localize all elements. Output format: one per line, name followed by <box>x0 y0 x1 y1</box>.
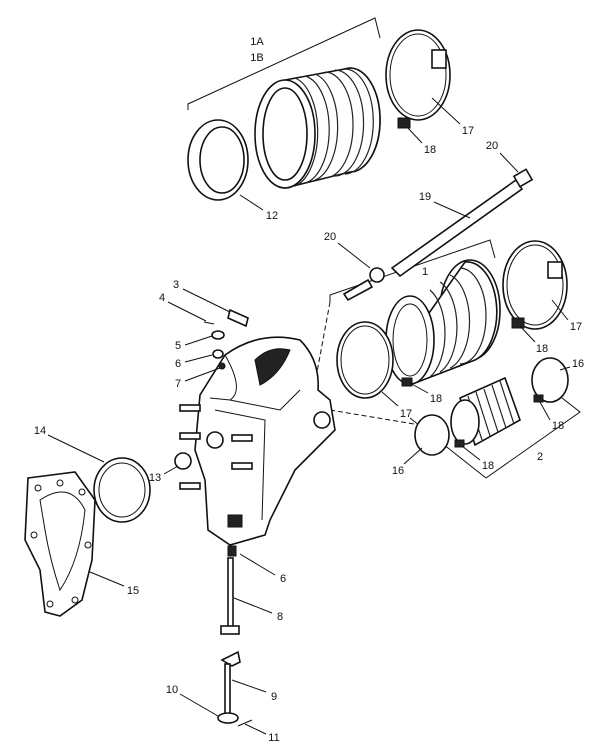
callout-label: 18 <box>424 144 436 156</box>
callout-label: 6 <box>280 573 286 585</box>
callout-label: 1A <box>250 36 264 48</box>
callout-label: 1B <box>250 52 263 64</box>
callout-label: 18 <box>552 420 564 432</box>
callout-label: 20 <box>324 231 336 243</box>
callout-label: 4 <box>159 292 165 304</box>
callout-label: 8 <box>277 611 283 623</box>
callout-label: 7 <box>175 378 181 390</box>
callout-label: 5 <box>175 340 181 352</box>
callout-label: 1 <box>422 266 428 278</box>
callout-label: 16 <box>392 465 404 477</box>
artwork <box>24 17 581 727</box>
callout-label: 18 <box>482 460 494 472</box>
callout-label: 18 <box>536 343 548 355</box>
callout-label: 15 <box>127 585 139 597</box>
callout-label: 2 <box>537 451 543 463</box>
callout-label: 11 <box>268 732 279 744</box>
callout-label: 17 <box>570 321 582 333</box>
callout-label: 3 <box>173 279 179 291</box>
callout-label: 17 <box>462 125 474 137</box>
callout-labels: 1A 1B 17 18 20 19 12 20 1 17 3 4 5 6 7 1… <box>34 36 584 744</box>
callout-label: 12 <box>266 210 278 222</box>
callout-label: 20 <box>486 140 498 152</box>
callout-label: 16 <box>572 358 584 370</box>
callout-label: 14 <box>34 425 46 437</box>
callout-label: 6 <box>175 358 181 370</box>
callout-label: 13 <box>149 472 161 484</box>
leaders <box>47 97 571 735</box>
callout-label: 17 <box>400 408 412 420</box>
callout-label: 10 <box>166 684 178 696</box>
callout-label: 19 <box>419 191 431 203</box>
callout-label: 18 <box>430 393 442 405</box>
callout-label: 9 <box>271 691 277 703</box>
